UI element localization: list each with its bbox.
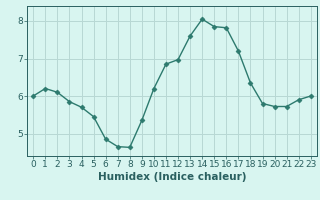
X-axis label: Humidex (Indice chaleur): Humidex (Indice chaleur) (98, 172, 246, 182)
